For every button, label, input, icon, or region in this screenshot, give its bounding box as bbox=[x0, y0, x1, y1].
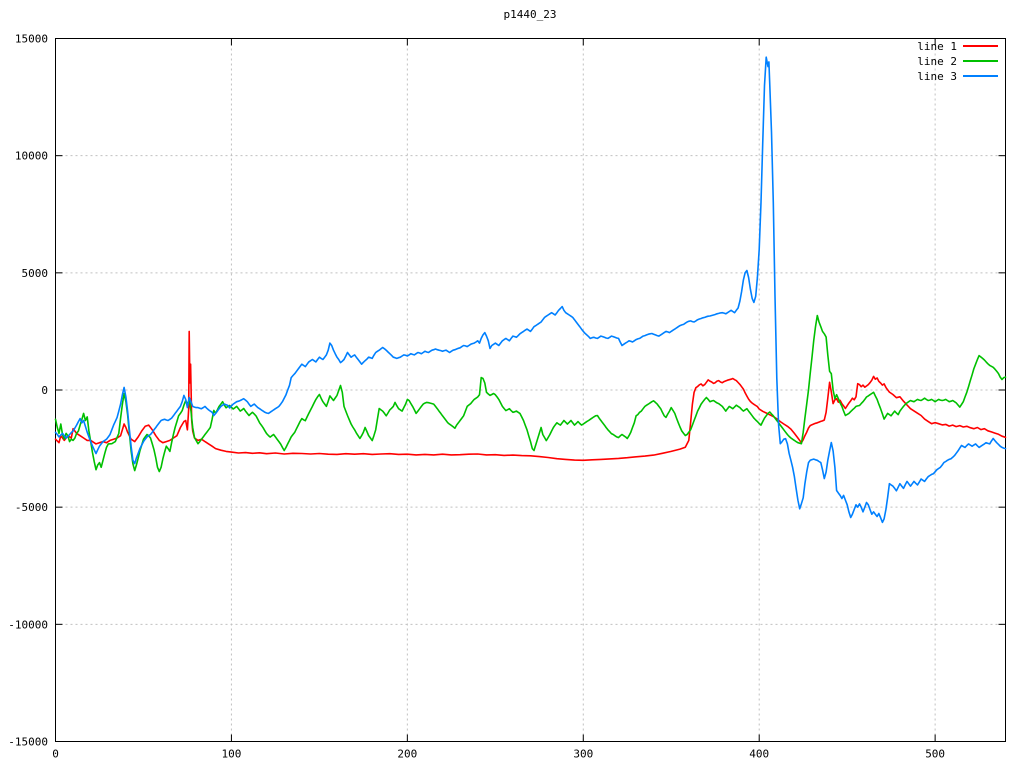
grid-layer bbox=[55, 38, 1006, 742]
x-tick-label: 0 bbox=[52, 748, 59, 761]
axis-label-layer: 0 100 200 300 400 500 -15000 -10000 -5000 0 5000 10… bbox=[8, 33, 945, 761]
y-tick-label: 15000 bbox=[15, 33, 48, 46]
series-line-2 bbox=[54, 314, 1007, 473]
y-tick-label: -15000 bbox=[8, 736, 48, 749]
legend-entry-line1: line 1 bbox=[917, 40, 998, 53]
legend-label-line2: line 2 bbox=[917, 55, 957, 68]
legend-label-line1: line 1 bbox=[917, 40, 957, 53]
x-tick-label: 300 bbox=[573, 748, 593, 761]
legend: line 1 line 2 line 3 bbox=[917, 40, 998, 83]
y-tick-label: 10000 bbox=[15, 150, 48, 163]
legend-label-line3: line 3 bbox=[917, 70, 957, 83]
legend-entry-line3: line 3 bbox=[917, 70, 998, 83]
chart-title: p1440_23 bbox=[504, 8, 557, 21]
x-tick-label: 200 bbox=[397, 748, 417, 761]
series-layer bbox=[54, 56, 1007, 524]
x-tick-label: 500 bbox=[925, 748, 945, 761]
y-tick-label: -5000 bbox=[15, 501, 48, 514]
series-line-3 bbox=[54, 56, 1007, 524]
x-tick-label: 400 bbox=[749, 748, 769, 761]
y-tick-label: 5000 bbox=[22, 267, 49, 280]
x-tick-label: 100 bbox=[221, 748, 241, 761]
y-tick-label: 0 bbox=[41, 384, 48, 397]
y-tick-label: -10000 bbox=[8, 618, 48, 631]
tick-layer bbox=[55, 38, 1006, 742]
series-line-1 bbox=[54, 330, 1007, 462]
legend-entry-line2: line 2 bbox=[917, 55, 998, 68]
